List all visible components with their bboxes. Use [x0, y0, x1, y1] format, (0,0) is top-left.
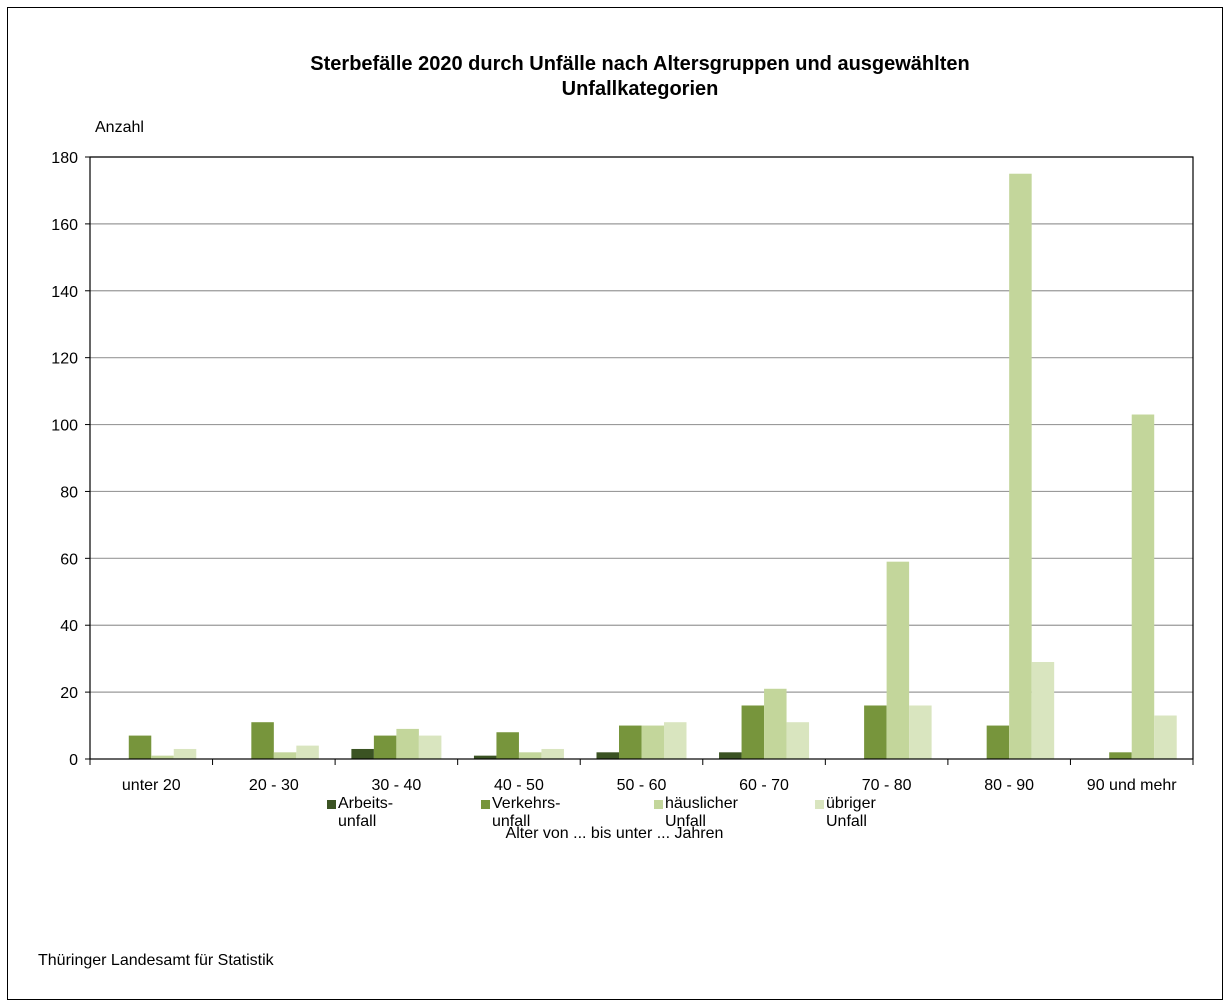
legend-label: Verkehrs- unfall [492, 795, 561, 830]
y-tick-label: 20 [60, 685, 78, 702]
x-tick-label: 60 - 70 [739, 777, 789, 794]
y-tick-label: 40 [60, 618, 78, 635]
bar [1031, 662, 1055, 759]
bar [986, 725, 1010, 759]
bar [418, 735, 442, 759]
bar [396, 728, 419, 759]
legend-swatch [481, 800, 490, 809]
bar [541, 748, 564, 759]
y-tick-label: 60 [60, 551, 78, 568]
legend-label: häuslicher Unfall [665, 795, 738, 830]
bar [373, 735, 397, 759]
bar [296, 745, 319, 759]
legend-label: übriger Unfall [826, 795, 876, 830]
y-tick-label: 140 [51, 284, 78, 301]
plot-area-border [89, 156, 1194, 760]
x-tick-label: 30 - 40 [371, 777, 421, 794]
legend-swatch [654, 800, 663, 809]
source-note: Thüringer Landesamt für Statistik [38, 952, 274, 969]
chart-title-line-2: Unfallkategorien [561, 78, 719, 100]
chart-title: Sterbefälle 2020 durch Unfälle nach Alte… [90, 52, 1190, 102]
y-tick-label: 0 [69, 752, 78, 769]
bar [764, 688, 787, 759]
y-axis-label: Anzahl [95, 119, 144, 136]
bar [596, 752, 619, 759]
chart-legend: Arbeits- unfall Verkehrs- unfall häusliche… [0, 795, 1229, 855]
bar [1131, 414, 1155, 759]
bar [719, 752, 742, 759]
bar [151, 755, 174, 759]
bar [496, 732, 519, 759]
x-tick-label: 20 - 30 [249, 777, 299, 794]
bar [128, 735, 152, 759]
legend-label: Arbeits- unfall [338, 795, 394, 830]
x-tick-label: 50 - 60 [617, 777, 667, 794]
bar [619, 725, 642, 759]
y-tick-label: 120 [51, 351, 78, 368]
x-tick-label: 80 - 90 [984, 777, 1034, 794]
bar [864, 705, 887, 759]
bar [741, 705, 765, 759]
bar [251, 722, 274, 759]
legend-swatch [815, 800, 824, 809]
x-tick-label: 70 - 80 [862, 777, 912, 794]
bar [1154, 715, 1177, 759]
bar [518, 752, 542, 759]
bar [1009, 173, 1032, 759]
bar [173, 748, 197, 759]
bar [909, 705, 932, 759]
y-tick-label: 180 [51, 150, 78, 167]
x-tick-label: 40 - 50 [494, 777, 544, 794]
bar [1109, 752, 1132, 759]
x-tick-label: unter 20 [122, 777, 181, 794]
y-tick-label: 160 [51, 217, 78, 234]
bar [351, 748, 374, 759]
bar [664, 722, 687, 759]
y-tick-label: 80 [60, 484, 78, 501]
bar [786, 722, 810, 759]
bar [886, 561, 910, 759]
x-axis-label: Alter von ... bis unter ... Jahren [505, 825, 724, 842]
legend-swatch [327, 800, 336, 809]
bar [273, 752, 297, 759]
chart-title-line-1: Sterbefälle 2020 durch Unfälle nach Alte… [310, 53, 970, 75]
bar [473, 755, 497, 759]
y-tick-label: 100 [51, 418, 78, 435]
x-tick-label: 90 und mehr [1087, 777, 1178, 794]
bar [641, 725, 664, 759]
